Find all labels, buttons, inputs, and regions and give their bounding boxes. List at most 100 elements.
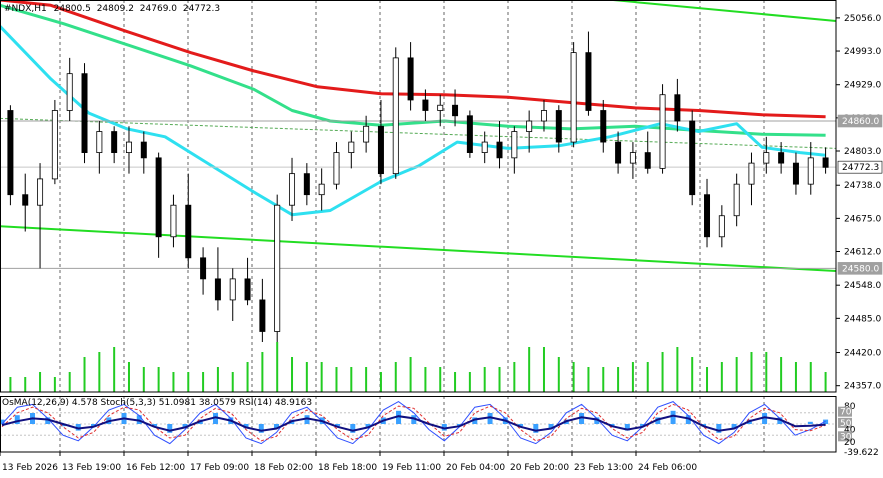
candle-body [229, 278, 236, 301]
channel-line [602, 0, 837, 23]
ohlc-low: 24769.0 [140, 4, 177, 14]
vertical-gridlines [59, 0, 765, 392]
osma-bar [823, 419, 829, 424]
channel-lines [0, 0, 837, 272]
price-label-box-level-low [837, 262, 883, 275]
candle-body [644, 152, 651, 169]
osma-bar [472, 417, 478, 424]
candle-body [81, 73, 88, 153]
candle-body [689, 120, 696, 196]
candle-body [585, 52, 592, 111]
osma-bar [75, 424, 81, 431]
indicator-level-box [838, 406, 852, 417]
candle-body [244, 278, 251, 301]
indicator-tick-label: 50 [840, 419, 852, 429]
rsi-line [1, 414, 826, 432]
osma-bar [335, 424, 341, 427]
osma-bar [518, 424, 524, 427]
candle-body [555, 110, 562, 143]
candle-body [718, 215, 725, 238]
candlesticks [7, 31, 829, 343]
candle-body [22, 194, 29, 206]
osma-bar [45, 417, 51, 424]
osma-bar [716, 424, 722, 433]
price-label-box-level-high [837, 114, 883, 128]
candle-body [481, 141, 488, 153]
candle-body [37, 178, 44, 206]
osma-bar [640, 424, 646, 427]
indicator-title: OsMA(12,26,9) 4.578 Stoch(5,3,3) 51.0981… [2, 398, 312, 408]
price-label-box-current [837, 160, 883, 174]
candle-body [377, 125, 384, 175]
time-axis: 13 Feb 2026 13 Feb 19:00 16 Feb 12:00 17 Fe… [0, 452, 697, 473]
time-tick-label: 18 Feb 02:00 [254, 463, 313, 473]
time-tick-label: 18 Feb 18:00 [318, 463, 377, 473]
indicator-axis: 807050403020-39.622 [838, 402, 879, 458]
candle-body [437, 104, 444, 111]
price-tick-label: 24357.0 [844, 382, 881, 392]
candle-body [733, 183, 740, 217]
osma-bar [548, 424, 554, 429]
osma-bar [167, 424, 173, 433]
candle-body [570, 52, 577, 143]
candle-body [66, 73, 73, 111]
time-tick-label: 13 Feb 2026 [2, 463, 58, 473]
price-tick-label: 24612.0 [844, 248, 881, 258]
candle-body [600, 110, 607, 143]
candle-body [496, 141, 503, 159]
indicator-tick-label: 30 [840, 432, 852, 442]
osma-bar [350, 424, 356, 433]
osma-bar [579, 413, 585, 424]
indicator-level-box [838, 417, 852, 428]
osma-bar [411, 415, 417, 424]
ohlc-close: 24772.3 [183, 4, 220, 14]
osma-bar [655, 417, 661, 424]
symbol-label: #NDX,H1 [4, 4, 47, 14]
horizontal-levels [0, 120, 836, 269]
price-label-level-high: 24860.0 [842, 117, 879, 127]
candle-body [318, 183, 325, 196]
main-price-pane: #NDX,H1 24800.5 24809.2 24769.0 24772.3 [0, 0, 837, 392]
candle-body [748, 162, 755, 185]
candle-body [7, 110, 14, 196]
time-tick-label: 20 Feb 20:00 [510, 463, 569, 473]
main-pane-frame [0, 0, 837, 393]
price-tick-label: 24929.0 [844, 81, 881, 91]
pane-frames [0, 0, 837, 453]
candle-body [422, 99, 429, 111]
indicator-tick-label: 40 [844, 426, 856, 436]
candle-body [333, 152, 340, 185]
ohlc-open: 24800.5 [54, 4, 91, 14]
candle-body [511, 131, 518, 159]
trend-line-dotted [0, 117, 837, 149]
time-tick-label: 13 Feb 19:00 [62, 463, 121, 473]
candle-body [540, 110, 547, 122]
candle-body [111, 131, 118, 153]
candle-body [185, 204, 192, 259]
candle-body [96, 131, 103, 153]
candle-body [778, 152, 785, 164]
candle-body [170, 204, 177, 238]
osma-bar [0, 419, 5, 424]
osma-bar [670, 410, 676, 424]
price-tick-label: 24548.0 [844, 281, 881, 291]
candle-body [407, 57, 414, 101]
candle-body [822, 157, 829, 168]
osma-bar [441, 424, 447, 431]
osma-bar [777, 417, 783, 424]
price-tick-label: 24485.0 [844, 314, 881, 324]
time-tick-label: 24 Feb 06:00 [638, 463, 697, 473]
time-tick-label: 16 Feb 12:00 [126, 463, 185, 473]
price-tick-label: 25056.0 [844, 14, 881, 24]
osma-bar [258, 424, 264, 433]
indicator-tick-label: 20 [844, 438, 856, 448]
time-tick-label: 23 Feb 13:00 [574, 463, 633, 473]
candle-body [792, 162, 799, 185]
price-tick-label: 24993.0 [844, 47, 881, 57]
moving-average-cyan [0, 25, 826, 217]
indicator-tick-label: -39.622 [844, 448, 879, 458]
osma-bar [533, 424, 539, 433]
indicator-tick-label: 70 [840, 408, 852, 418]
price-label-level-low: 24580.0 [842, 264, 879, 274]
